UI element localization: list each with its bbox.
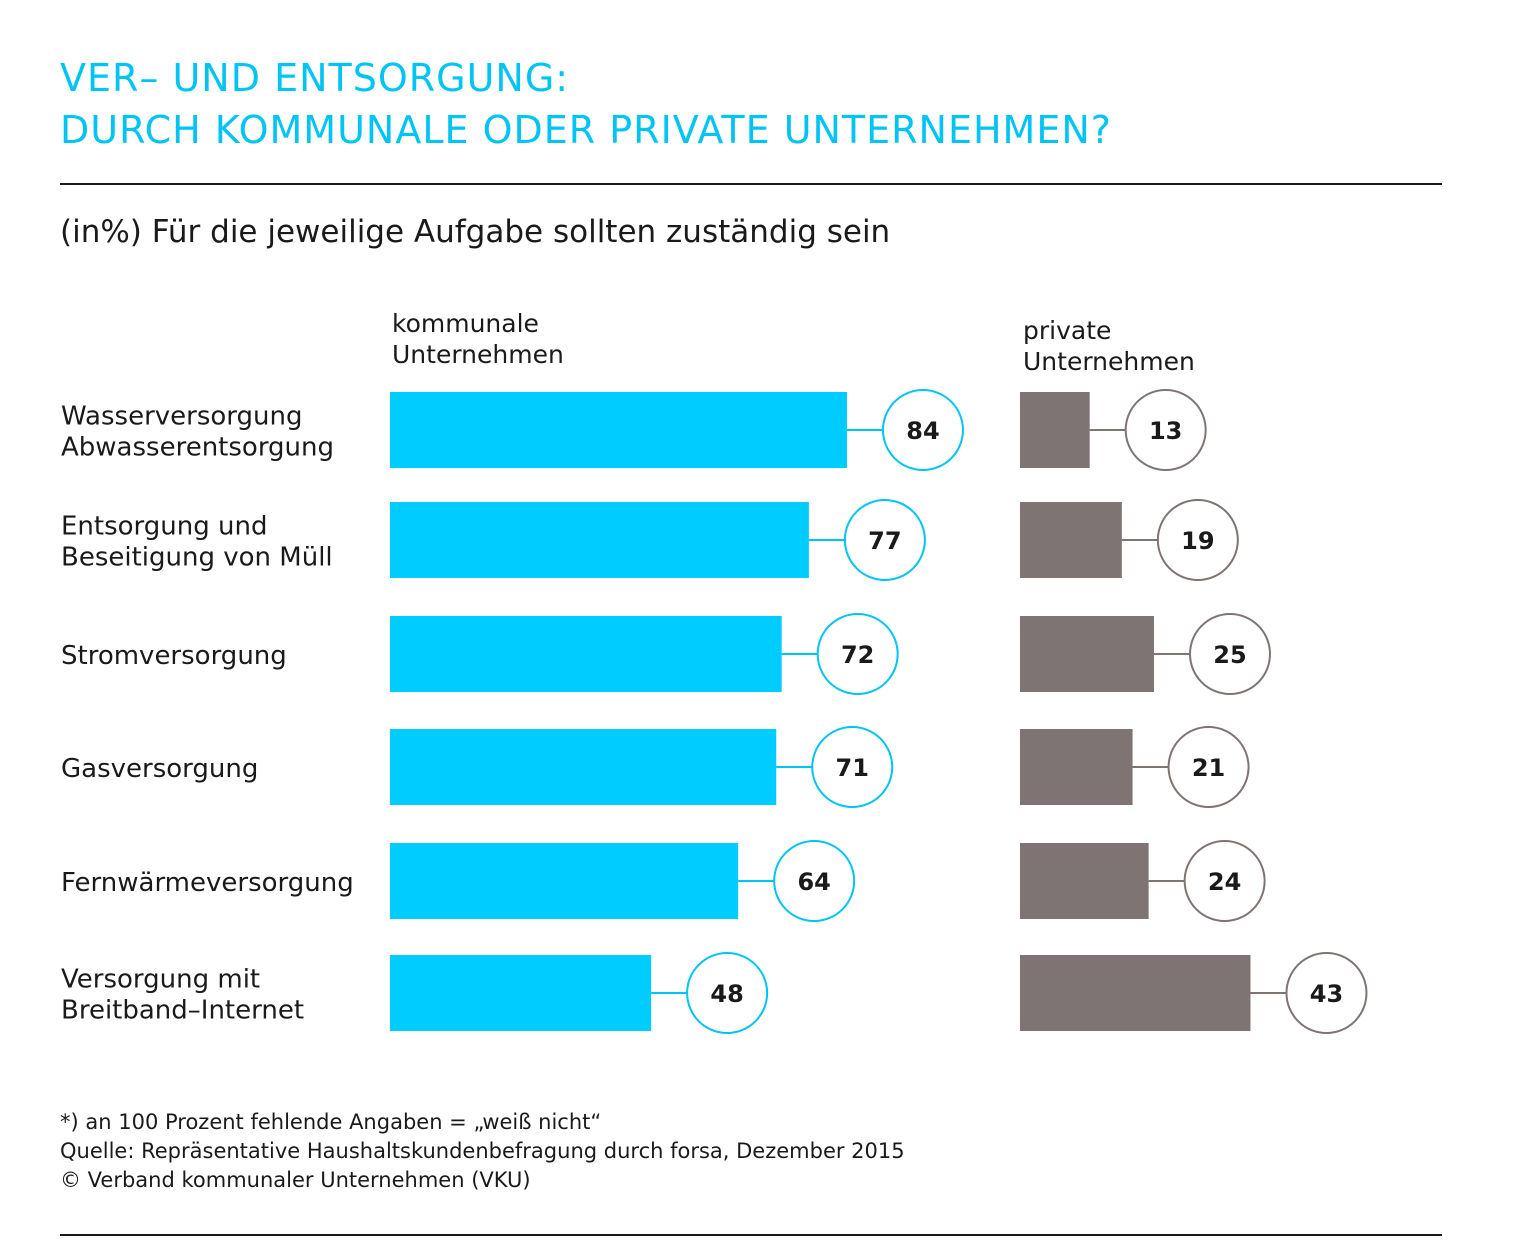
chart-title-line-2: DURCH KOMMUNALE ODER PRIVATE UNTERNEHMEN… — [60, 108, 1112, 152]
value-circle — [881, 389, 964, 471]
series-header: private — [1023, 316, 1111, 345]
bar — [1020, 502, 1122, 578]
data-label: 43 — [1310, 980, 1343, 1008]
data-label: 25 — [1213, 641, 1246, 669]
data-label: 21 — [1192, 754, 1225, 782]
bar — [1020, 616, 1154, 692]
value-circle — [843, 499, 926, 581]
data-label: 71 — [836, 754, 869, 782]
data-label: 84 — [906, 417, 939, 445]
bar — [390, 729, 777, 805]
source-note: Quelle: Repräsentative Haushaltskundenbe… — [60, 1139, 905, 1163]
value-circle — [816, 613, 899, 695]
category-label: Gasversorgung — [61, 754, 258, 784]
category-label: Entsorgung und — [61, 512, 267, 542]
value-circle — [1183, 840, 1266, 922]
bar — [390, 843, 739, 919]
category-label: Fernwärmeversorgung — [61, 868, 354, 898]
value-circle — [811, 726, 894, 808]
chart-subtitle: (in%) Für die jeweilige Aufgabe sollten … — [60, 214, 891, 250]
bar — [390, 502, 809, 578]
category-label: Breitband–Internet — [61, 996, 304, 1026]
chart-title-line-1: VER– UND ENTSORGUNG: — [60, 56, 570, 100]
value-circle — [1285, 952, 1368, 1034]
copyright-note: © Verband kommunaler Unternehmen (VKU) — [60, 1168, 531, 1192]
category-label: Versorgung mit — [61, 965, 260, 995]
data-label: 72 — [841, 641, 874, 669]
series-header: kommunale — [392, 309, 539, 338]
category-label: Beseitigung von Müll — [61, 543, 333, 573]
category-label: Abwasserentsorgung — [61, 433, 334, 463]
data-label: 13 — [1149, 417, 1182, 445]
data-label: 19 — [1181, 527, 1214, 555]
series-header: Unternehmen — [1023, 347, 1195, 376]
value-circle — [686, 952, 769, 1034]
bar — [1020, 729, 1133, 805]
top-divider — [60, 183, 1442, 185]
data-label: 64 — [797, 868, 830, 896]
category-label: Wasserversorgung — [61, 402, 302, 432]
bar — [390, 392, 847, 468]
data-label: 24 — [1208, 868, 1241, 896]
chart-footer: *) an 100 Prozent fehlende Angaben = „we… — [60, 1108, 905, 1195]
bar — [1020, 955, 1251, 1031]
value-circle — [1124, 389, 1207, 471]
bar — [1020, 843, 1149, 919]
chart-title: VER– UND ENTSORGUNG: DURCH KOMMUNALE ODE… — [60, 52, 1112, 156]
bar — [390, 616, 782, 692]
series-header: Unternehmen — [392, 340, 564, 369]
data-label: 77 — [868, 527, 901, 555]
value-circle — [1167, 726, 1250, 808]
value-circle — [1156, 499, 1239, 581]
value-circle — [773, 840, 856, 922]
data-label: 48 — [710, 980, 743, 1008]
category-label: Stromversorgung — [61, 641, 287, 671]
value-circle — [1189, 613, 1271, 695]
bar — [1020, 392, 1090, 468]
bar — [390, 955, 652, 1031]
footnote: *) an 100 Prozent fehlende Angaben = „we… — [60, 1110, 602, 1134]
bottom-divider — [60, 1234, 1442, 1236]
